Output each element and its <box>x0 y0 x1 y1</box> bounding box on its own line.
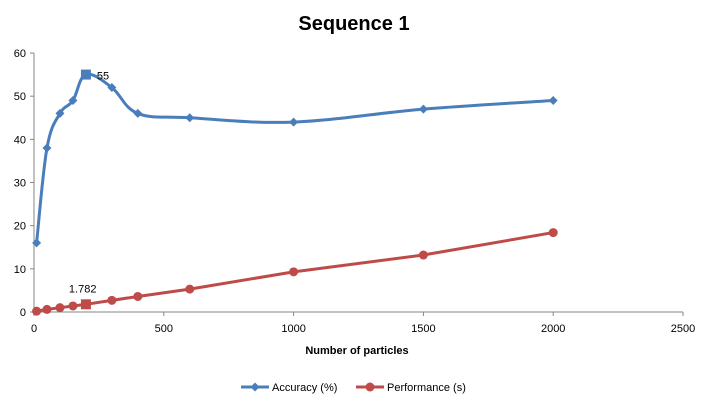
data-label: 55 <box>97 71 109 83</box>
x-tick-label: 0 <box>31 323 37 335</box>
y-tick-label: 30 <box>14 178 26 190</box>
legend-item: Performance (s) <box>356 382 466 394</box>
axes: 0 10 20 30 40 50 60 0 500 1000 1500 2000 2500 <box>14 48 695 335</box>
data-point <box>133 108 143 118</box>
y-tick-label: 50 <box>14 91 26 103</box>
legend-marker <box>250 382 260 392</box>
x-axis-label: Number of particles <box>305 345 408 357</box>
series-accuracy: 55 <box>32 69 558 248</box>
data-point <box>418 250 428 260</box>
series-layer: 55 1.782 <box>32 69 558 316</box>
y-tick-label: 40 <box>14 134 26 146</box>
data-point-highlight <box>80 299 91 310</box>
chart-title: Sequence 1 <box>298 13 409 35</box>
series-line <box>35 72 554 244</box>
data-point <box>107 295 117 305</box>
data-point <box>42 143 52 153</box>
x-tick-label: 1000 <box>281 323 305 335</box>
data-point <box>68 301 78 311</box>
x-tick-label: 2000 <box>541 323 565 335</box>
data-point <box>548 95 558 105</box>
y-tick-label: 10 <box>14 264 26 276</box>
series-performance: 1.782 <box>32 228 558 316</box>
data-point-highlight <box>80 69 91 80</box>
x-tick-label: 1500 <box>411 323 435 335</box>
data-point <box>185 284 195 294</box>
data-point <box>418 104 428 114</box>
data-point <box>185 113 195 123</box>
data-point <box>42 304 52 314</box>
legend: Accuracy (%) Performance (s) <box>241 382 466 394</box>
x-tick-label: 500 <box>155 323 173 335</box>
data-point <box>289 117 299 127</box>
data-point <box>55 303 65 313</box>
data-point <box>32 306 42 316</box>
legend-label: Performance (s) <box>387 382 466 394</box>
data-point <box>289 267 299 277</box>
data-point <box>133 291 143 301</box>
data-point <box>107 83 117 93</box>
data-point <box>548 228 558 238</box>
data-point <box>32 238 42 248</box>
legend-label: Accuracy (%) <box>272 382 337 394</box>
legend-marker <box>365 382 375 392</box>
legend-item: Accuracy (%) <box>241 382 337 394</box>
y-tick-label: 60 <box>14 48 26 60</box>
data-label: 1.782 <box>69 283 97 295</box>
y-tick-label: 20 <box>14 221 26 233</box>
x-tick-label: 2500 <box>671 323 695 335</box>
y-tick-label: 0 <box>20 307 26 319</box>
data-point <box>68 95 78 105</box>
data-point <box>55 108 65 118</box>
